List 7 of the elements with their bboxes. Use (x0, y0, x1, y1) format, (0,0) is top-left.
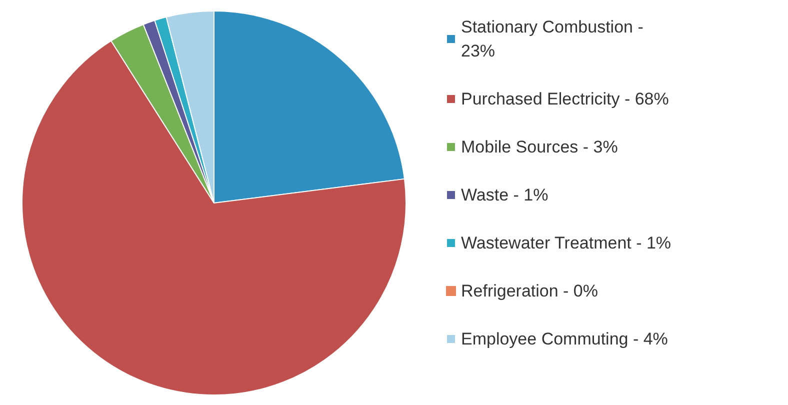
legend-label: Purchased Electricity - 68% (461, 90, 669, 108)
legend-label: Refrigeration - 0% (461, 282, 598, 300)
legend-label: Employee Commuting - 4% (461, 330, 668, 348)
legend-label: Wastewater Treatment - 1% (461, 234, 672, 252)
legend-label: Waste - 1% (461, 186, 548, 204)
legend-label: Mobile Sources - 3% (461, 138, 618, 156)
legend-label: Stationary Combustion - 23% (461, 18, 648, 60)
